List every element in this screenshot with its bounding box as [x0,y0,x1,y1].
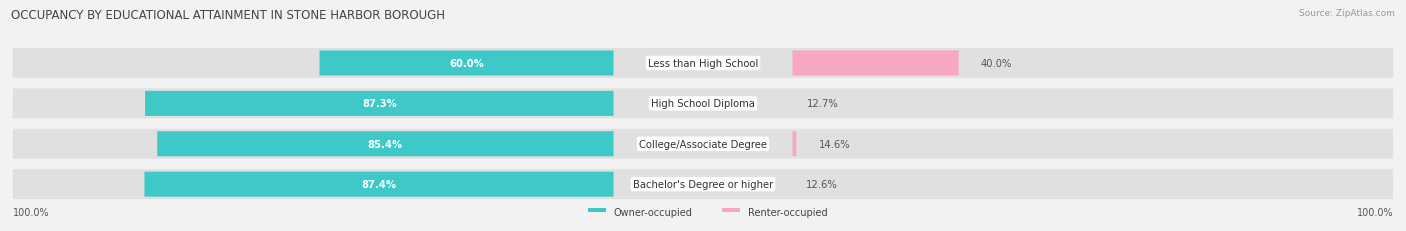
Text: 60.0%: 60.0% [449,59,484,69]
Bar [723,209,740,216]
FancyBboxPatch shape [319,51,613,76]
Text: Renter-occupied: Renter-occupied [748,207,827,217]
FancyBboxPatch shape [13,49,1393,79]
Text: College/Associate Degree: College/Associate Degree [638,139,768,149]
Text: 12.7%: 12.7% [807,99,838,109]
Text: Source: ZipAtlas.com: Source: ZipAtlas.com [1299,9,1395,18]
Text: 100.0%: 100.0% [13,207,49,217]
FancyBboxPatch shape [793,132,796,157]
Text: OCCUPANCY BY EDUCATIONAL ATTAINMENT IN STONE HARBOR BOROUGH: OCCUPANCY BY EDUCATIONAL ATTAINMENT IN S… [11,9,446,22]
Text: High School Diploma: High School Diploma [651,99,755,109]
Text: 87.3%: 87.3% [361,99,396,109]
Text: 12.6%: 12.6% [806,179,838,189]
FancyBboxPatch shape [13,170,1393,199]
FancyBboxPatch shape [157,132,613,157]
Bar [588,209,606,216]
Text: 85.4%: 85.4% [368,139,404,149]
Text: 87.4%: 87.4% [361,179,396,189]
FancyBboxPatch shape [13,129,1393,159]
Text: Bachelor's Degree or higher: Bachelor's Degree or higher [633,179,773,189]
FancyBboxPatch shape [13,89,1393,119]
Text: 100.0%: 100.0% [1357,207,1393,217]
Text: Less than High School: Less than High School [648,59,758,69]
FancyBboxPatch shape [145,91,613,116]
FancyBboxPatch shape [145,172,613,197]
Text: Owner-occupied: Owner-occupied [613,207,692,217]
Text: 40.0%: 40.0% [981,59,1012,69]
FancyBboxPatch shape [793,51,959,76]
Text: 14.6%: 14.6% [818,139,851,149]
